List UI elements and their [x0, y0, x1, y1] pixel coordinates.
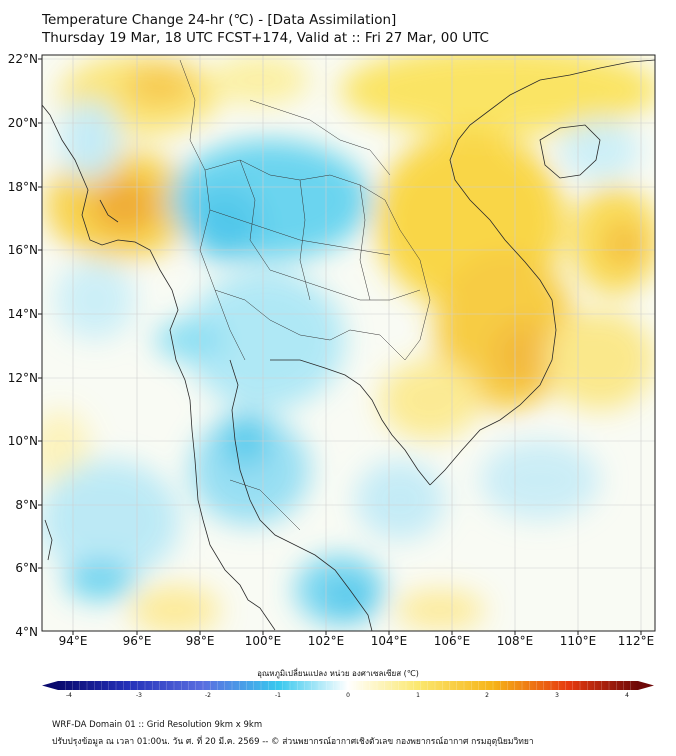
- lat-label-6: 6°N: [15, 561, 38, 575]
- coastlines: [42, 59, 655, 631]
- colorbar-tick: -4: [66, 692, 72, 699]
- lat-label-14: 14°N: [7, 307, 38, 321]
- colorbar: [42, 681, 654, 690]
- colorbar-max-arrow: [638, 681, 654, 690]
- lon-label-102: 102°E: [307, 634, 345, 648]
- lon-label-106: 106°E: [433, 634, 471, 648]
- colorbar-tick: -1: [275, 692, 281, 699]
- colorbar-tick: 2: [485, 692, 489, 699]
- footer-line-2: ปรับปรุงข้อมูล ณ เวลา 01:00น. วัน ศ. ที่…: [52, 737, 534, 747]
- colorbar-tick: 1: [416, 692, 420, 699]
- lat-label-22: 22°N: [7, 52, 38, 66]
- axis-ticks: [38, 58, 642, 635]
- map-frame: [41, 54, 656, 632]
- colorbar-fill: [58, 681, 638, 690]
- title-line-1: Temperature Change 24-hr (℃) - [Data Ass…: [42, 12, 397, 28]
- colorbar-tick: 0: [346, 692, 350, 699]
- lon-label-112: 112°E: [617, 634, 655, 648]
- title-line-2: Thursday 19 Mar, 18 UTC FCST+174, Valid …: [42, 29, 489, 46]
- lon-label-108: 108°E: [496, 634, 534, 648]
- lon-label-110: 110°E: [559, 634, 597, 648]
- lon-label-94: 94°E: [58, 634, 88, 648]
- chart-title: Temperature Change 24-hr (℃) - [Data Ass…: [42, 12, 489, 47]
- admin-borders: [179, 59, 431, 531]
- lat-label-12: 12°N: [7, 371, 38, 385]
- colorbar-tick: -3: [136, 692, 142, 699]
- lat-label-8: 8°N: [15, 498, 38, 512]
- lon-label-100: 100°E: [244, 634, 282, 648]
- colorbar-tick: 3: [555, 692, 559, 699]
- lat-label-16: 16°N: [7, 243, 38, 257]
- graticule: [42, 55, 655, 631]
- colorbar-tick: -2: [205, 692, 211, 699]
- lon-label-96: 96°E: [122, 634, 152, 648]
- lat-label-10: 10°N: [7, 434, 38, 448]
- lon-label-104: 104°E: [370, 634, 408, 648]
- colorbar-title: อุณหภูมิเปลี่ยนแปลง หน่วย องศาเซลเซียส (…: [257, 669, 419, 678]
- lon-label-98: 98°E: [185, 634, 215, 648]
- colorbar-tick: 4: [625, 692, 629, 699]
- colorbar-min-arrow: [42, 681, 58, 690]
- temperature-field: [42, 55, 655, 631]
- lat-label-4: 4°N: [15, 625, 38, 639]
- footer-line-1: WRF-DA Domain 01 :: Grid Resolution 9km …: [52, 720, 263, 730]
- lat-label-18: 18°N: [7, 180, 38, 194]
- lat-label-20: 20°N: [7, 116, 38, 130]
